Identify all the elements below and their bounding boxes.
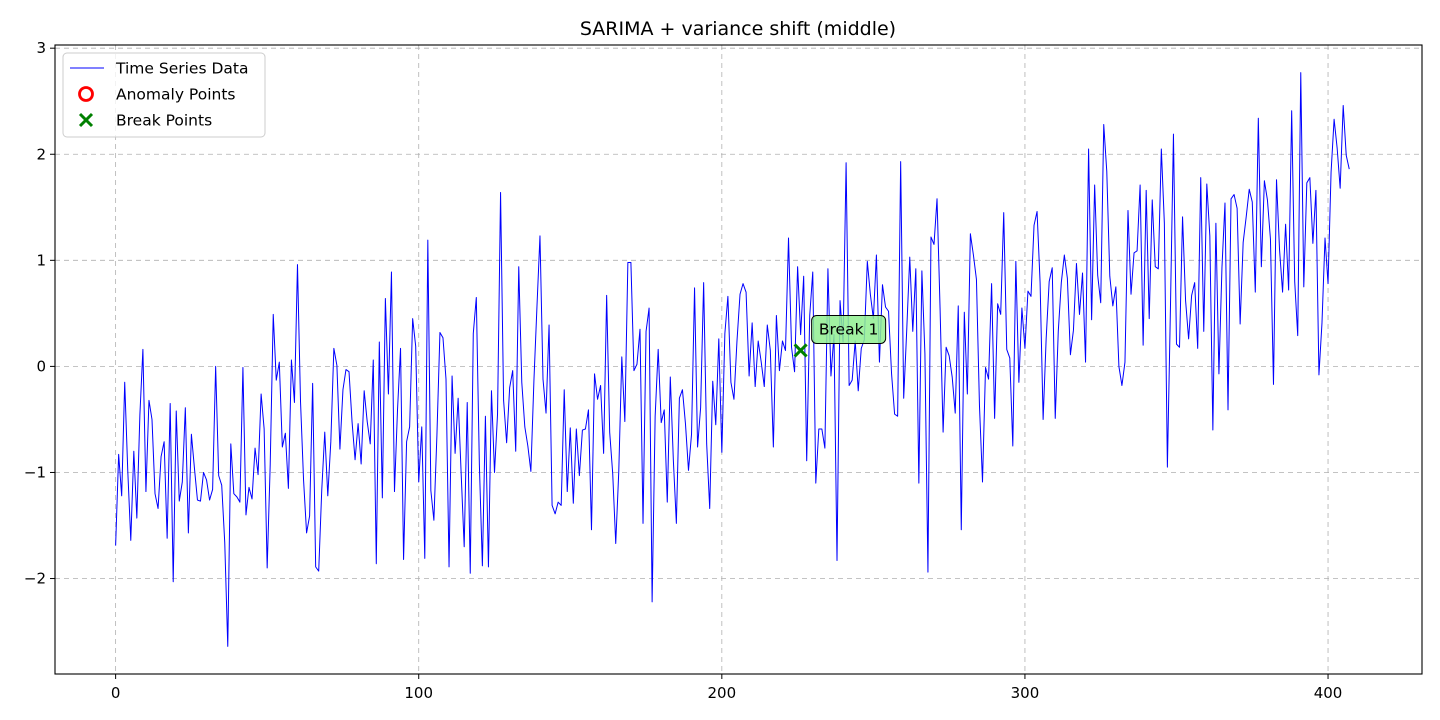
legend-label: Anomaly Points [116,86,235,104]
break-annotation-label: Break 1 [819,320,878,338]
legend-label: Time Series Data [115,60,248,78]
x-tick-label: 100 [404,684,433,702]
axes-frame [54,44,1423,675]
y-tick-label: 3 [36,39,46,57]
x-tick-label: 200 [708,684,737,702]
y-tick-label: 1 [36,251,46,269]
break-marker-stroke [793,343,808,358]
x-tick-label: 0 [111,684,121,702]
break-layer: Break 1 [793,314,887,358]
legend-label: Break Points [116,112,212,130]
break-annotation-box [811,314,887,344]
x-tick-label: 400 [1314,684,1343,702]
y-tick-label: −1 [24,463,46,481]
series-layer [115,72,1350,647]
y-tick-label: 2 [36,145,46,163]
x-tick-label: 300 [1011,684,1040,702]
chart-title: SARIMA + variance shift (middle) [580,18,896,40]
legend-x-swatch [78,112,94,128]
ticks: 0 100 200 300 400 −2 −1 0 1 2 3 [24,39,1342,702]
grid-lines [55,45,1422,674]
y-tick-label: −2 [24,570,46,588]
legend: Time Series Data Anomaly Points Break Poin… [62,52,266,138]
legend-circle-swatch [78,86,94,102]
series-line [115,72,1350,647]
y-tick-label: 0 [36,357,46,375]
legend-box [62,52,266,138]
break-point: Break 1 [793,314,887,358]
